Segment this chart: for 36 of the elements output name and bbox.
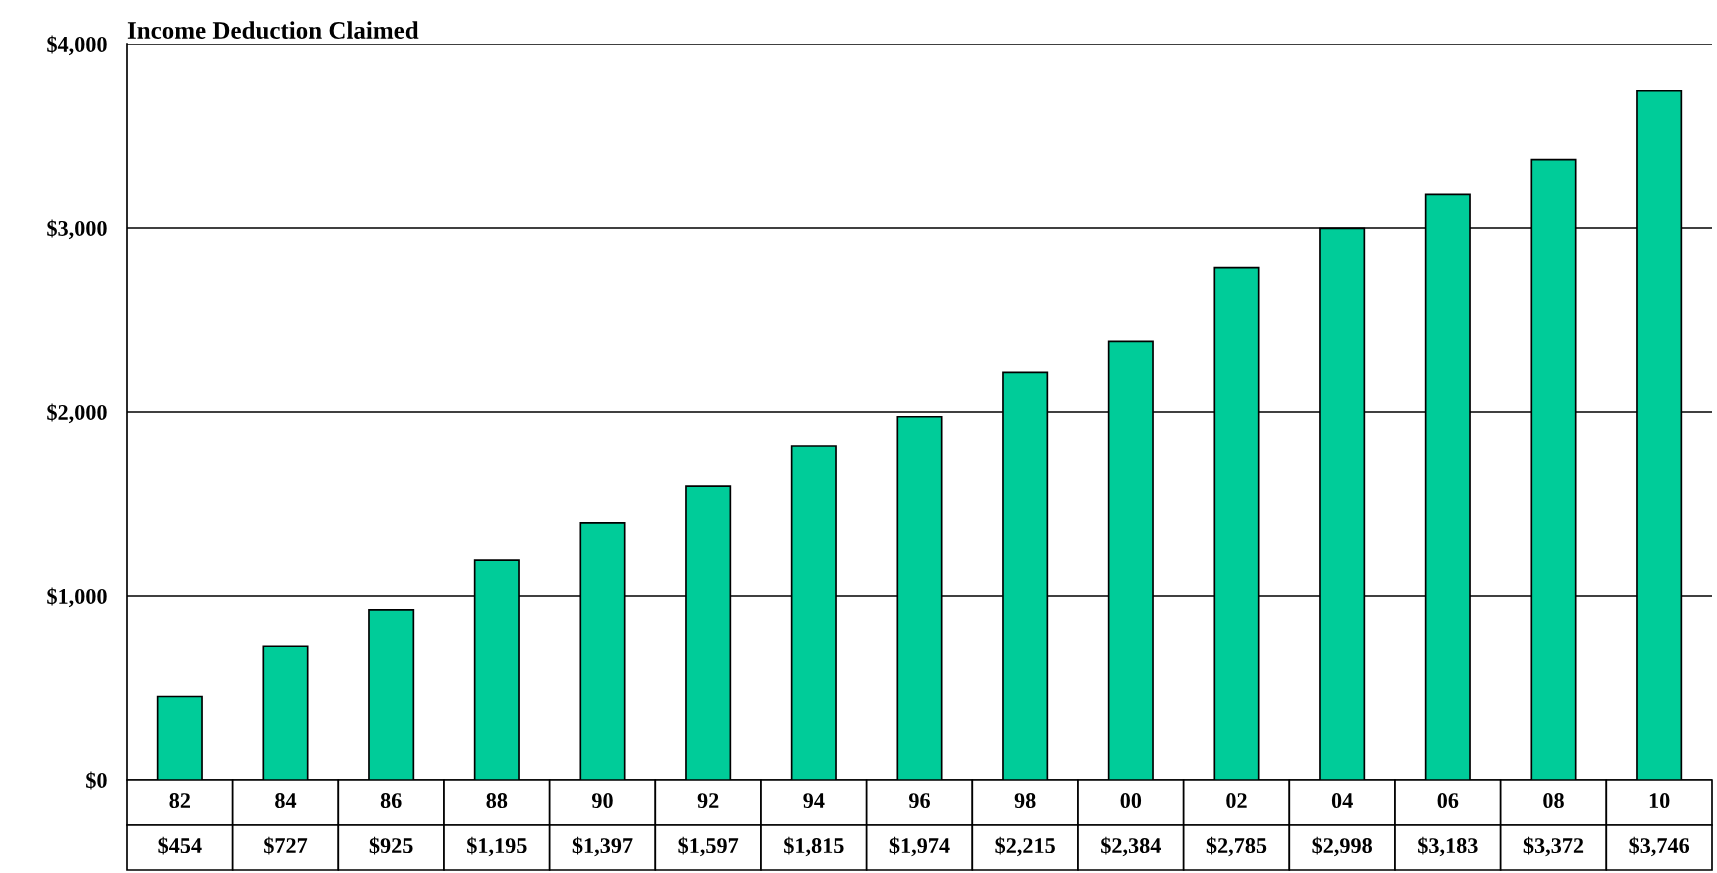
- data-label: $2,384: [1101, 836, 1161, 857]
- y-tick-label: $2,000: [47, 403, 107, 424]
- x-tick-label: 98: [1014, 793, 1036, 809]
- x-tick-label: 90: [592, 793, 613, 809]
- data-label: $2,215: [995, 836, 1055, 857]
- data-label: $1,974: [889, 836, 950, 857]
- data-label: $2,785: [1206, 836, 1267, 857]
- x-tick-label: 86: [380, 793, 402, 809]
- data-label: $1,597: [678, 836, 739, 857]
- chart-title: Income Deduction Claimed: [127, 21, 419, 39]
- x-tick-label: 88: [486, 793, 508, 809]
- data-label: $727: [264, 836, 308, 855]
- data-label: $1,397: [572, 836, 633, 857]
- y-tick-label: $4,000: [47, 35, 107, 56]
- y-tick-label: $3,000: [47, 219, 107, 240]
- x-tick-label: 10: [1649, 793, 1670, 809]
- x-tick-label: 94: [803, 793, 825, 809]
- data-label: $3,372: [1523, 836, 1584, 857]
- x-tick-label: 00: [1120, 793, 1142, 809]
- data-label: $1,815: [784, 836, 844, 857]
- data-label: $2,998: [1312, 836, 1372, 857]
- y-tick-label: $0: [86, 771, 107, 790]
- x-tick-label: 82: [169, 793, 190, 809]
- x-tick-label: 06: [1437, 793, 1459, 809]
- x-tick-label: 96: [909, 793, 930, 809]
- data-label: $925: [369, 836, 413, 855]
- y-tick-label: $1,000: [47, 587, 107, 608]
- x-tick-label: 04: [1331, 793, 1353, 809]
- x-tick-label: 84: [275, 793, 297, 809]
- x-tick-label: 08: [1543, 793, 1564, 809]
- x-tick-label: 02: [1226, 793, 1247, 809]
- data-label: $454: [158, 836, 202, 855]
- x-tick-label: 92: [697, 793, 719, 809]
- data-label: $3,746: [1629, 836, 1690, 857]
- data-label: $1,195: [467, 836, 527, 857]
- data-label: $3,183: [1418, 836, 1478, 857]
